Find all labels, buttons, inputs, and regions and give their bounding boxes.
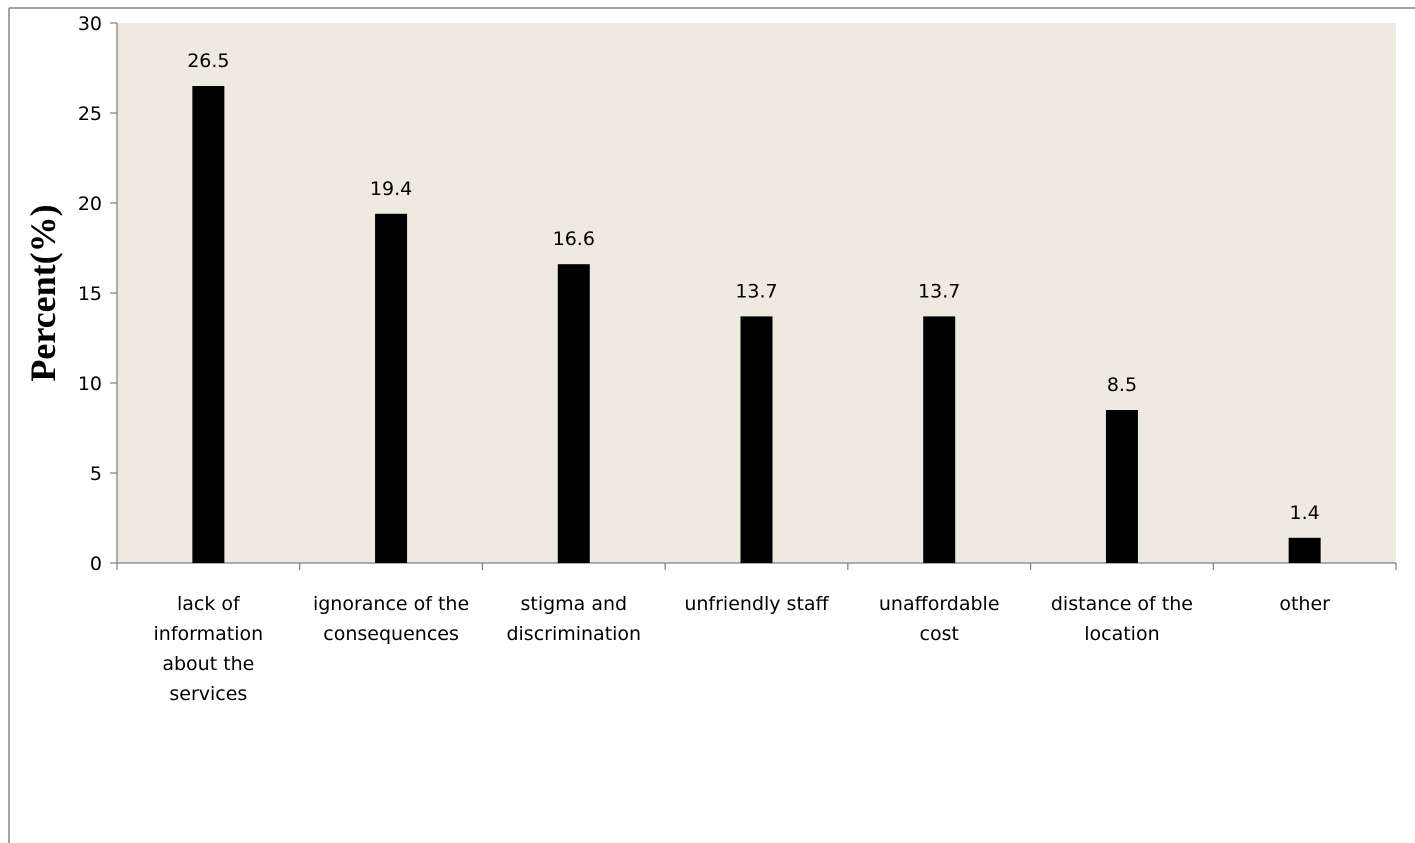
y-axis-title: Percent(%) <box>23 204 63 381</box>
y-tick-label: 20 <box>78 193 102 215</box>
data-label: 13.7 <box>735 280 777 302</box>
x-category-label: lack of information about the services <box>154 593 264 705</box>
data-label: 1.4 <box>1290 502 1320 524</box>
bar <box>375 214 407 563</box>
x-category-label: ignorance of the consequences <box>313 593 469 645</box>
x-category-label: stigma and discrimination <box>506 593 641 645</box>
bar <box>192 86 224 563</box>
data-label: 26.5 <box>187 50 229 72</box>
data-label: 19.4 <box>370 178 412 200</box>
x-category-label: unaffordable cost <box>879 593 1000 645</box>
bar <box>1289 538 1321 563</box>
y-tick-label: 10 <box>78 373 102 395</box>
data-label: 16.6 <box>553 228 595 250</box>
x-category-label: unfriendly staff <box>684 593 829 615</box>
y-tick-label: 5 <box>90 463 102 485</box>
data-label: 13.7 <box>918 280 960 302</box>
bar <box>923 316 955 563</box>
data-label: 8.5 <box>1107 374 1137 396</box>
y-tick-label: 30 <box>78 13 102 35</box>
y-tick-label: 0 <box>90 553 102 575</box>
bar <box>1106 410 1138 563</box>
x-category-label: other <box>1279 593 1330 615</box>
y-tick-label: 15 <box>78 283 102 305</box>
y-tick-label: 25 <box>78 103 102 125</box>
bar <box>558 264 590 563</box>
x-category-label: distance of the location <box>1051 593 1193 645</box>
bar <box>741 316 773 563</box>
